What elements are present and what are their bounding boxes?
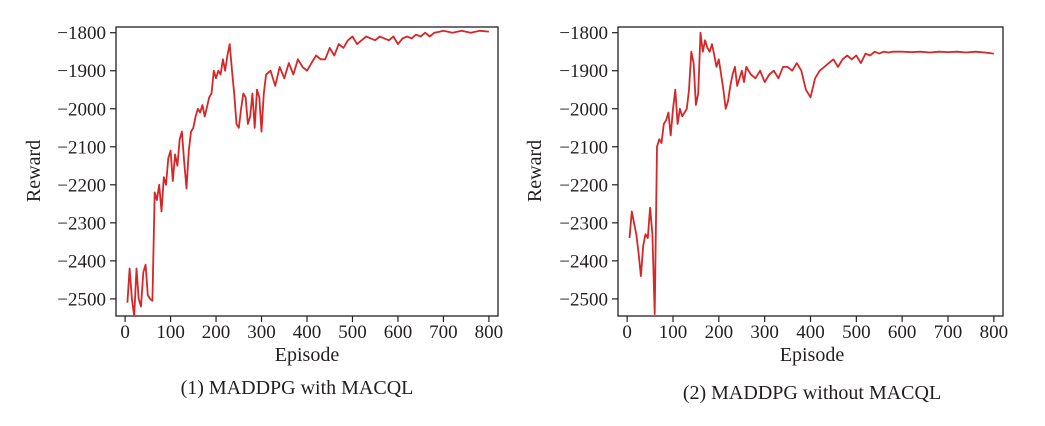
y-tick-label: −2200 [559, 175, 608, 196]
y-tick-label: −2300 [559, 213, 608, 234]
x-tick-label: 100 [156, 322, 185, 343]
chart-panel-2: −2500 −2400 −2300 −2200 −2100 −2000 −1900 −1800… [524, 23, 1008, 404]
x-tick-label: 700 [429, 322, 458, 343]
y-tick-label: −2400 [57, 251, 106, 272]
x-axis-ticks: 0 100 200 300 400 500 600 700 800 [120, 316, 503, 343]
y-tick-label: −2100 [57, 137, 106, 158]
x-tick-label: 500 [338, 322, 367, 343]
x-tick-label: 200 [202, 322, 231, 343]
x-tick-label: 300 [750, 322, 779, 343]
x-tick-label: 400 [796, 322, 825, 343]
reward-series-line [628, 31, 994, 316]
plot-frame [617, 26, 1004, 317]
chart-caption: (2) MADDPG without MACQL [683, 382, 941, 404]
x-axis-ticks: 0 100 200 300 400 500 600 700 800 [622, 316, 1008, 343]
y-axis-title: Reward [524, 140, 546, 202]
y-tick-label: −1800 [559, 23, 608, 44]
x-tick-label: 200 [705, 322, 734, 343]
x-tick-label: 300 [247, 322, 276, 343]
y-tick-label: −2500 [57, 289, 106, 310]
y-tick-label: −2000 [559, 99, 608, 120]
series-layer [628, 31, 994, 316]
chart-caption: (1) MADDPG with MACQL [181, 377, 414, 399]
y-tick-label: −1900 [57, 61, 106, 82]
y-tick-label: −2100 [559, 137, 608, 158]
x-tick-label: 700 [934, 322, 963, 343]
x-tick-label: 600 [888, 322, 917, 343]
chart-panel-1: −2500 −2400 −2300 −2200 −2100 −2000 −1900 −1800… [23, 23, 503, 399]
x-axis-title: Episode [780, 344, 845, 366]
x-tick-label: 800 [475, 322, 504, 343]
x-tick-label: 500 [842, 322, 871, 343]
y-axis-ticks: −2500 −2400 −2300 −2200 −2100 −2000 −1900 −1800 [559, 23, 618, 310]
x-tick-label: 0 [120, 322, 130, 343]
series-layer [126, 29, 489, 317]
x-axis-title: Episode [275, 344, 340, 366]
y-tick-label: −2200 [57, 175, 106, 196]
y-tick-label: −1800 [57, 23, 106, 44]
y-axis-title: Reward [23, 140, 45, 202]
y-tick-label: −2000 [57, 99, 106, 120]
y-tick-label: −2500 [559, 289, 608, 310]
y-tick-label: −2300 [57, 213, 106, 234]
x-tick-label: 0 [622, 322, 632, 343]
x-tick-label: 800 [980, 322, 1009, 343]
x-tick-label: 400 [293, 322, 322, 343]
y-axis-ticks: −2500 −2400 −2300 −2200 −2100 −2000 −1900 −1800 [57, 23, 116, 310]
y-tick-label: −1900 [559, 61, 608, 82]
reward-series-line [126, 29, 489, 317]
x-tick-label: 100 [659, 322, 688, 343]
x-tick-label: 600 [384, 322, 413, 343]
y-tick-label: −2400 [559, 251, 608, 272]
